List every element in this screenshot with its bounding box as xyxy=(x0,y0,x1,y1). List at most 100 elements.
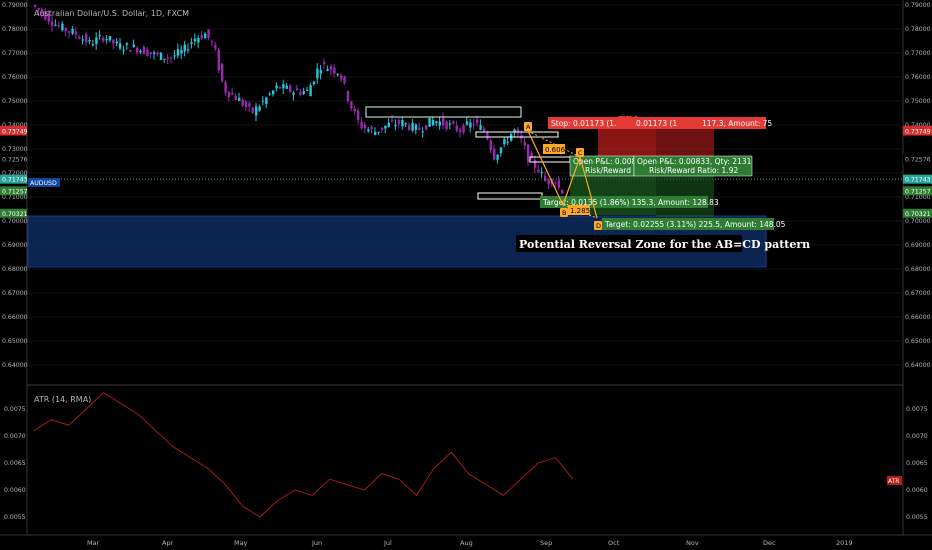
candle-body xyxy=(295,88,299,91)
candle-body xyxy=(401,120,404,127)
time-axis-tick: Oct xyxy=(608,539,620,547)
candle-body xyxy=(204,33,207,39)
candle-body xyxy=(251,107,254,113)
candle-body xyxy=(299,91,302,95)
candle-body xyxy=(489,140,492,151)
candle-body xyxy=(98,34,101,36)
candle-body xyxy=(493,148,496,160)
resistance-box xyxy=(365,106,522,118)
left-price-label xyxy=(0,186,27,196)
candle-body xyxy=(333,67,336,74)
candle-body xyxy=(173,55,176,57)
pattern-point-label: A xyxy=(526,123,531,131)
candle-body xyxy=(285,85,288,89)
left-axis-bg xyxy=(0,0,27,550)
atr-right-tick: 0.0060 xyxy=(906,487,928,494)
candle-body xyxy=(183,44,186,52)
candle-body xyxy=(438,121,441,126)
symbol-badge xyxy=(28,178,60,187)
candle-body xyxy=(309,85,312,97)
candle-body xyxy=(289,85,292,92)
candle-body xyxy=(54,25,57,27)
candle-body xyxy=(397,120,401,124)
left-price-tick: 0.67000 xyxy=(2,290,28,297)
candle-body xyxy=(224,82,227,93)
right-price-tick: 0.78000 xyxy=(905,26,931,33)
candle-body xyxy=(428,117,431,127)
atr-badge xyxy=(887,476,902,485)
left-price-tick: 0.65000 xyxy=(2,338,28,345)
candle-body xyxy=(476,119,479,123)
left-price-tick: 0.77000 xyxy=(2,50,28,57)
left-price-tick: 0.74000 xyxy=(2,122,28,129)
fib-2-badge xyxy=(568,205,590,215)
right-price-tick: 0.66000 xyxy=(905,314,931,321)
candle-body xyxy=(193,38,197,42)
candle-body xyxy=(210,41,214,43)
candle-body xyxy=(292,92,295,95)
candle-body xyxy=(554,182,557,184)
candle-body xyxy=(312,81,316,85)
left-price-tick: 0.71000 xyxy=(2,194,28,201)
candle-body xyxy=(231,92,234,95)
candle-body xyxy=(108,36,112,41)
atr-left-tick: 0.0065 xyxy=(4,460,26,467)
abcd-pattern-line xyxy=(527,130,598,219)
atr-left-tick: 0.0075 xyxy=(4,406,26,413)
candle-body xyxy=(261,100,265,102)
chart-title: Australian Dollar/U.S. Dollar, 1D, FXCM xyxy=(34,9,189,18)
prz-label-text: Potential Reversal Zone for the AB=CD pa… xyxy=(519,238,810,251)
fib-1-badge xyxy=(543,144,565,154)
pattern-point-label: B xyxy=(562,209,566,217)
symbol-badge-text: AUDUSD xyxy=(30,180,57,187)
candle-body xyxy=(506,141,509,143)
candle-body xyxy=(105,39,108,41)
left-price-tick: 0.76000 xyxy=(2,74,28,81)
candle-body xyxy=(119,43,122,49)
left-price-label-text: 0.72576 xyxy=(2,157,28,164)
candle-body xyxy=(414,124,418,130)
left-price-tick: 0.79000 xyxy=(2,2,28,9)
candle-body xyxy=(166,57,169,59)
candle-body xyxy=(176,49,180,56)
candle-body xyxy=(95,37,98,44)
prz-label: Potential Reversal Zone for the AB=CD pa… xyxy=(516,235,810,252)
candle-body xyxy=(85,34,88,43)
left-price-label-text: 0.70321 xyxy=(2,211,28,218)
candle-body xyxy=(343,76,346,83)
candle-body xyxy=(513,129,516,133)
atr-left-tick: 0.0060 xyxy=(4,487,26,494)
candle-body xyxy=(200,35,203,39)
candle-body xyxy=(234,95,237,100)
candle-body xyxy=(435,121,438,124)
candle-body xyxy=(125,43,129,45)
candle-body xyxy=(255,106,258,116)
candle-body xyxy=(452,121,455,124)
candle-body xyxy=(557,180,560,188)
left-price-tick: 0.64000 xyxy=(2,362,28,369)
open-pl-1: Open P&L: 0.0086 xyxy=(573,157,641,166)
candle-body xyxy=(51,21,54,26)
time-axis-tick: Jun xyxy=(311,539,322,547)
time-axis-tick: Jul xyxy=(383,539,392,547)
candle-body xyxy=(136,47,139,53)
candle-body xyxy=(537,169,540,173)
time-axis-tick: Nov xyxy=(686,539,699,547)
candle-body xyxy=(329,66,333,70)
right-price-tick: 0.74000 xyxy=(905,122,931,129)
pattern-point-c xyxy=(576,148,584,157)
candle-body xyxy=(37,7,40,10)
candle-body xyxy=(68,31,71,33)
time-axis-tick: Apr xyxy=(162,539,174,547)
candle-body xyxy=(363,124,367,129)
candle-body xyxy=(149,52,152,55)
candle-body xyxy=(391,120,394,122)
candle-body xyxy=(248,103,251,107)
right-price-label-text: 0.71257 xyxy=(905,188,931,195)
candle-body xyxy=(540,172,543,174)
right-price-label xyxy=(903,174,932,184)
candle-body xyxy=(78,37,81,39)
candle-body xyxy=(357,110,360,120)
right-price-tick: 0.70000 xyxy=(905,218,931,225)
